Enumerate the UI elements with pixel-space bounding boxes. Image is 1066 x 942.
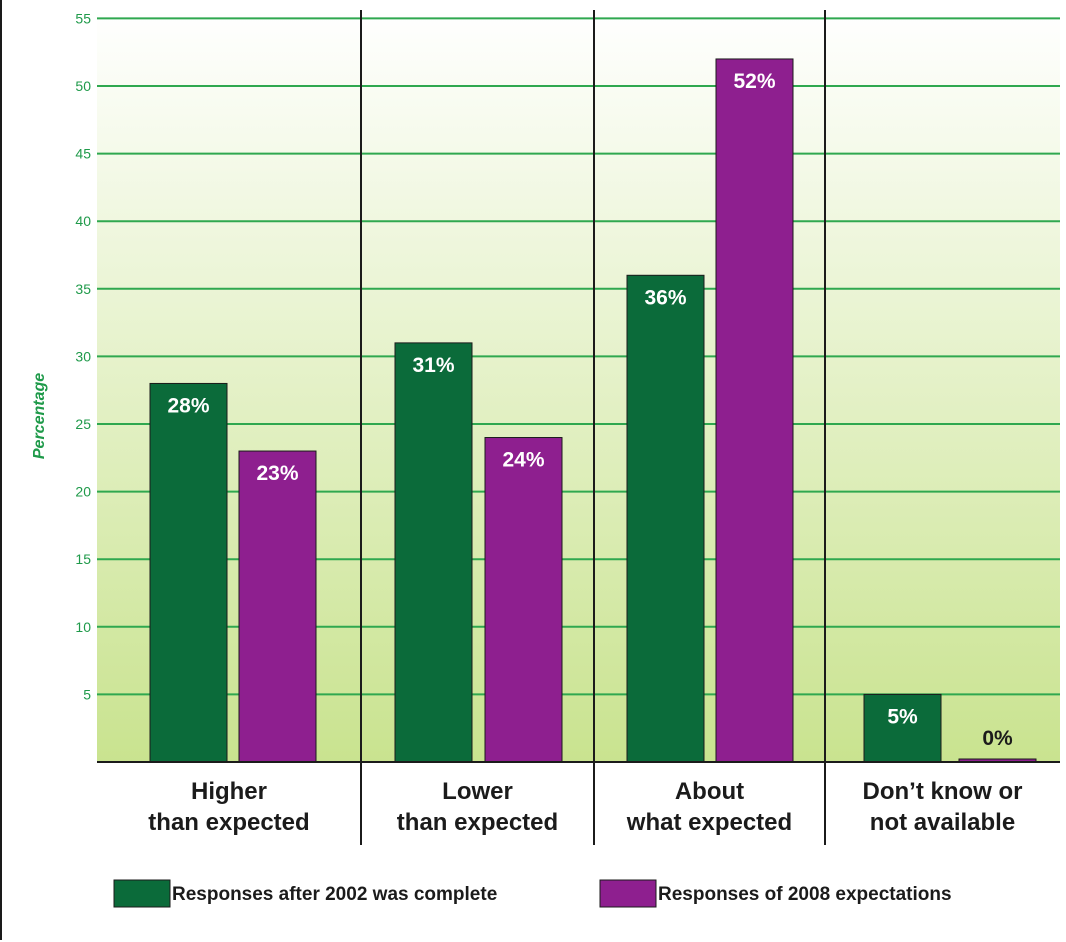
- y-tick-label: 35: [75, 281, 91, 297]
- data-label: 36%: [644, 286, 686, 309]
- category-labels: Higher than expected Lower than expected Abo…: [148, 778, 1022, 836]
- data-label: 23%: [256, 462, 298, 485]
- x-category-label: not available: [870, 809, 1015, 836]
- y-tick-label: 5: [83, 686, 91, 702]
- x-category-label: what expected: [626, 809, 792, 836]
- data-label: 28%: [167, 394, 209, 417]
- y-axis-ticks: 5 10 15 20 25 30 35 40 45 50 55: [75, 10, 91, 702]
- bars: 28% 23% 31% 24% 36% 52% 5% 0%: [149, 58, 1037, 763]
- legend-swatch: [599, 879, 657, 908]
- data-label: 0%: [982, 727, 1013, 750]
- x-category-label: Higher: [191, 778, 267, 805]
- legend-label: Responses of 2008 expectations: [658, 884, 952, 905]
- x-category-label: Lower: [442, 778, 513, 805]
- legend: Responses after 2002 was complete Respons…: [113, 879, 952, 908]
- x-category-label: than expected: [148, 809, 309, 836]
- data-label: 52%: [733, 70, 775, 93]
- x-category-label: About: [675, 778, 744, 805]
- y-tick-label: 20: [75, 484, 91, 500]
- bar-2002-2: [626, 274, 705, 763]
- bar-2008-1: [484, 437, 563, 763]
- data-label: 5%: [887, 705, 918, 728]
- y-tick-label: 30: [75, 348, 91, 364]
- data-label: 24%: [502, 449, 544, 472]
- y-tick-label: 15: [75, 551, 91, 567]
- category-dividers: [360, 10, 826, 845]
- x-category-label: than expected: [397, 809, 558, 836]
- y-tick-label: 40: [75, 213, 91, 229]
- y-tick-label: 45: [75, 146, 91, 162]
- legend-label: Responses after 2002 was complete: [172, 884, 497, 905]
- y-tick-label: 10: [75, 619, 91, 635]
- bar-2002-1: [394, 342, 473, 763]
- bar-2002-3: [863, 693, 942, 763]
- y-tick-label: 50: [75, 78, 91, 94]
- bar-2008-2: [715, 58, 794, 763]
- legend-swatch: [113, 879, 171, 908]
- y-axis-label: Percentage: [31, 373, 48, 459]
- x-category-label: Don’t know or: [863, 778, 1023, 805]
- bar-2008-0: [238, 450, 317, 763]
- bar-2002-0: [149, 382, 228, 763]
- data-label: 31%: [412, 354, 454, 377]
- y-tick-label: 55: [75, 10, 91, 26]
- y-tick-label: 25: [75, 416, 91, 432]
